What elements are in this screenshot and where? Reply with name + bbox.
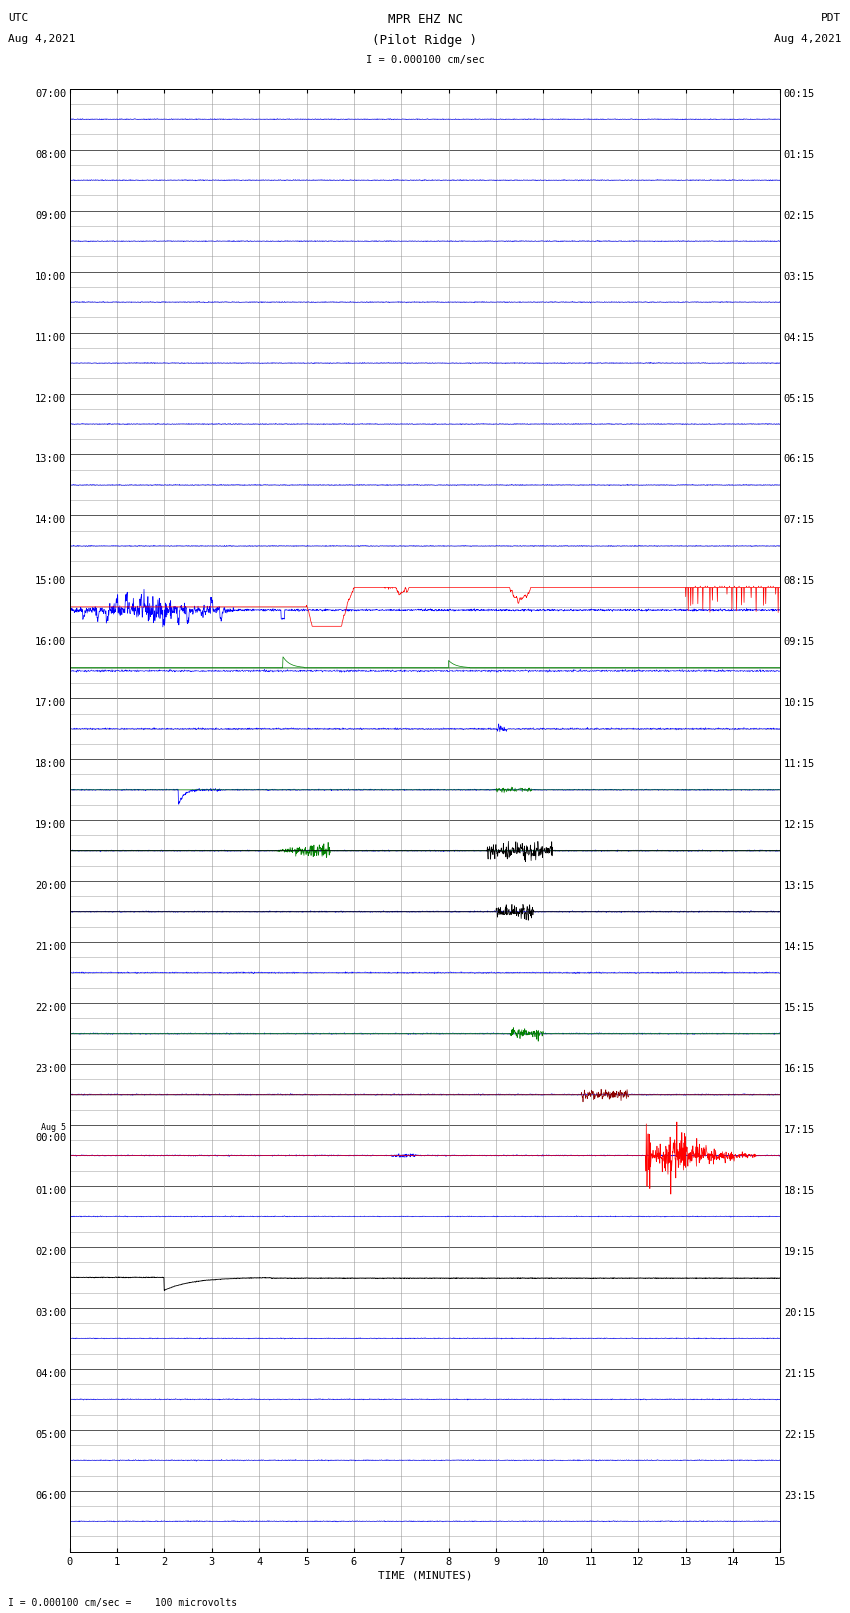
Text: 20:15: 20:15 — [784, 1308, 815, 1318]
Text: 15:00: 15:00 — [35, 576, 66, 587]
Text: 10:00: 10:00 — [35, 271, 66, 282]
Text: 01:00: 01:00 — [35, 1186, 66, 1195]
Text: 14:00: 14:00 — [35, 516, 66, 526]
Text: 00:15: 00:15 — [784, 89, 815, 98]
Text: 16:15: 16:15 — [784, 1065, 815, 1074]
Text: 09:15: 09:15 — [784, 637, 815, 647]
Text: 11:00: 11:00 — [35, 332, 66, 342]
Text: 05:00: 05:00 — [35, 1429, 66, 1440]
Text: 18:15: 18:15 — [784, 1186, 815, 1195]
Text: 19:00: 19:00 — [35, 821, 66, 831]
Text: 07:15: 07:15 — [784, 516, 815, 526]
Text: 05:15: 05:15 — [784, 394, 815, 403]
Text: 01:15: 01:15 — [784, 150, 815, 160]
Text: 02:00: 02:00 — [35, 1247, 66, 1257]
Text: 17:00: 17:00 — [35, 698, 66, 708]
Text: 23:15: 23:15 — [784, 1490, 815, 1500]
Text: 04:00: 04:00 — [35, 1369, 66, 1379]
Text: UTC: UTC — [8, 13, 29, 23]
Text: MPR EHZ NC: MPR EHZ NC — [388, 13, 462, 26]
Text: 22:00: 22:00 — [35, 1003, 66, 1013]
Text: 18:00: 18:00 — [35, 760, 66, 769]
Text: 00:00: 00:00 — [35, 1132, 66, 1142]
Text: 16:00: 16:00 — [35, 637, 66, 647]
Text: 07:00: 07:00 — [35, 89, 66, 98]
Text: 03:15: 03:15 — [784, 271, 815, 282]
Text: 22:15: 22:15 — [784, 1429, 815, 1440]
Text: 06:00: 06:00 — [35, 1490, 66, 1500]
Text: Aug 4,2021: Aug 4,2021 — [774, 34, 842, 44]
Text: 15:15: 15:15 — [784, 1003, 815, 1013]
Text: 10:15: 10:15 — [784, 698, 815, 708]
Text: 06:15: 06:15 — [784, 455, 815, 465]
Text: I = 0.000100 cm/sec: I = 0.000100 cm/sec — [366, 55, 484, 65]
Text: PDT: PDT — [821, 13, 842, 23]
Text: 08:15: 08:15 — [784, 576, 815, 587]
Text: 21:15: 21:15 — [784, 1369, 815, 1379]
Text: Aug 5: Aug 5 — [41, 1124, 66, 1132]
Text: 13:00: 13:00 — [35, 455, 66, 465]
Text: 12:00: 12:00 — [35, 394, 66, 403]
Text: 14:15: 14:15 — [784, 942, 815, 952]
Text: 17:15: 17:15 — [784, 1124, 815, 1136]
Text: 19:15: 19:15 — [784, 1247, 815, 1257]
X-axis label: TIME (MINUTES): TIME (MINUTES) — [377, 1571, 473, 1581]
Text: 09:00: 09:00 — [35, 211, 66, 221]
Text: 04:15: 04:15 — [784, 332, 815, 342]
Text: 03:00: 03:00 — [35, 1308, 66, 1318]
Text: I = 0.000100 cm/sec =    100 microvolts: I = 0.000100 cm/sec = 100 microvolts — [8, 1598, 238, 1608]
Text: 21:00: 21:00 — [35, 942, 66, 952]
Text: 02:15: 02:15 — [784, 211, 815, 221]
Text: 13:15: 13:15 — [784, 881, 815, 890]
Text: 20:00: 20:00 — [35, 881, 66, 890]
Text: 08:00: 08:00 — [35, 150, 66, 160]
Text: 12:15: 12:15 — [784, 821, 815, 831]
Text: Aug 4,2021: Aug 4,2021 — [8, 34, 76, 44]
Text: 11:15: 11:15 — [784, 760, 815, 769]
Text: (Pilot Ridge ): (Pilot Ridge ) — [372, 34, 478, 47]
Text: 23:00: 23:00 — [35, 1065, 66, 1074]
